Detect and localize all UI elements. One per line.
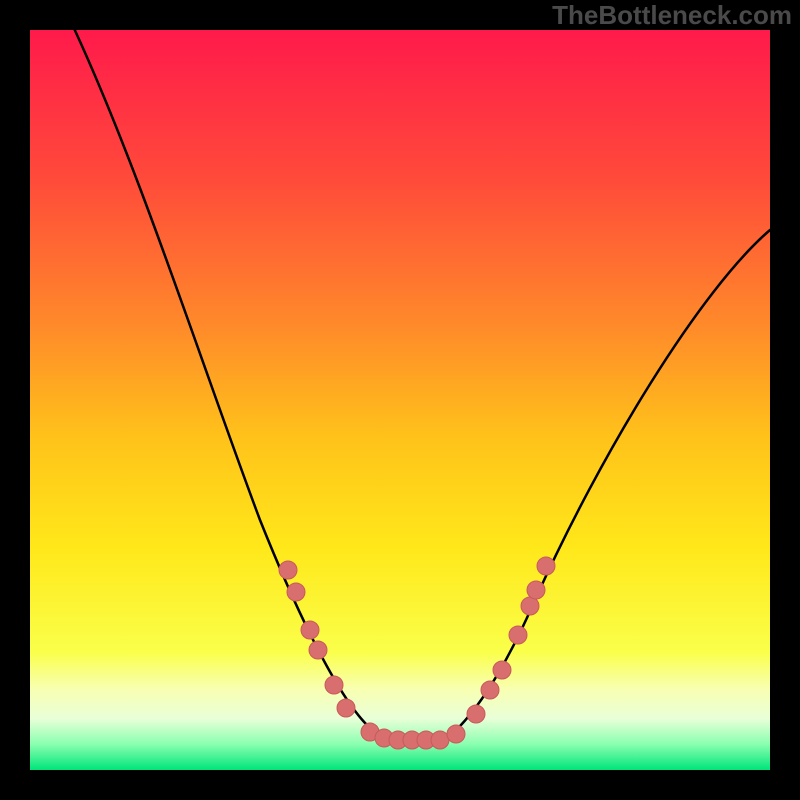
marker-dot	[287, 583, 305, 601]
marker-dot	[481, 681, 499, 699]
marker-dot	[337, 699, 355, 717]
plot-area	[30, 30, 770, 770]
marker-dot	[431, 731, 449, 749]
watermark-text: TheBottleneck.com	[552, 0, 792, 30]
marker-dot	[527, 581, 545, 599]
chart-root: TheBottleneck.com	[0, 0, 800, 800]
marker-dot	[325, 676, 343, 694]
marker-dot	[537, 557, 555, 575]
bottleneck-chart: TheBottleneck.com	[0, 0, 800, 800]
marker-dot	[279, 561, 297, 579]
marker-dot	[309, 641, 327, 659]
marker-dot	[493, 661, 511, 679]
marker-dot	[447, 725, 465, 743]
marker-dot	[301, 621, 319, 639]
marker-dot	[467, 705, 485, 723]
marker-dot	[521, 597, 539, 615]
marker-dot	[509, 626, 527, 644]
